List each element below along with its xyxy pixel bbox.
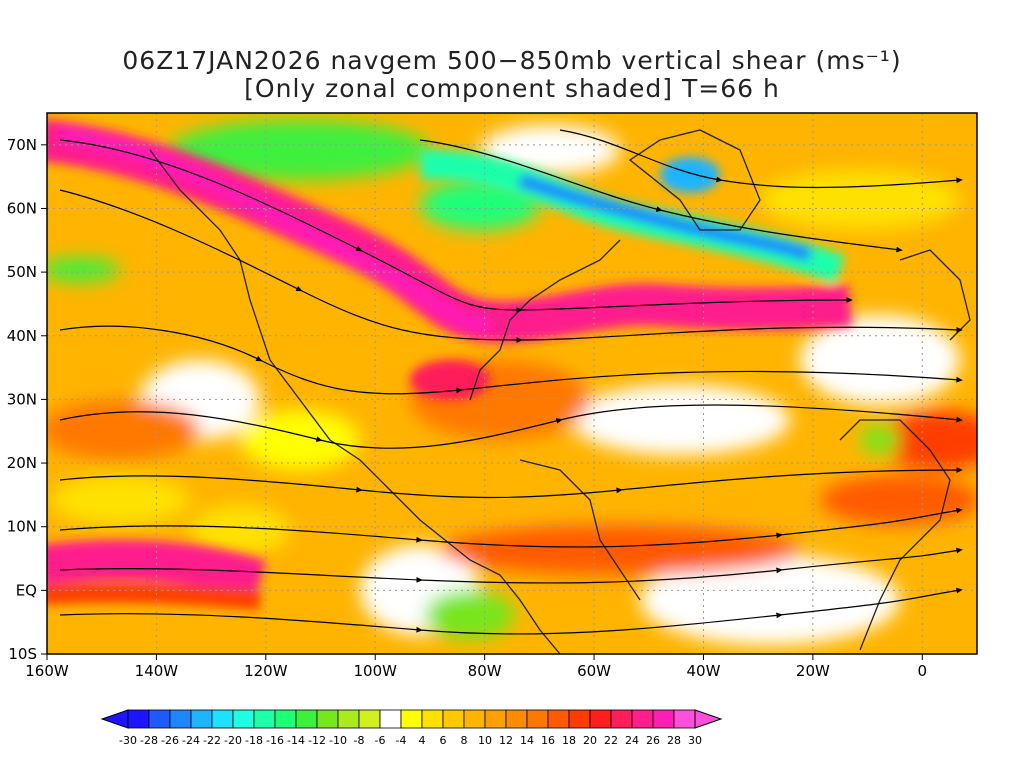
lon-tick-label: 140W [135, 662, 179, 680]
lon-tick-label: 40W [687, 662, 721, 680]
colorbar-label: 26 [646, 734, 660, 747]
colorbar-labels: -30 -28 -26 -24 -22 -20 -18 -16 -14 -12 -10 -8 -6 -4 4… [119, 734, 702, 747]
colorbar-swatch [400, 709, 423, 729]
colorbar-swatch [253, 709, 276, 729]
colorbar-swatch [652, 709, 675, 729]
colorbar-swatch [316, 709, 339, 729]
colorbar-swatch [169, 709, 192, 729]
lon-tick-label: 60W [577, 662, 611, 680]
colorbar-swatch [463, 709, 486, 729]
colorbar-swatch [358, 709, 381, 729]
plot-frame [46, 112, 978, 655]
lon-tick-label: 160W [25, 662, 69, 680]
colorbar-swatch [148, 709, 171, 729]
colorbar-arrow-left [100, 709, 129, 729]
colorbar-label: -14 [287, 734, 305, 747]
colorbar-label: 30 [688, 734, 702, 747]
colorbar-label: -10 [329, 734, 347, 747]
colorbar-label: -26 [161, 734, 179, 747]
colorbar-swatch [127, 709, 150, 729]
colorbar-label: 18 [562, 734, 576, 747]
colorbar-label: -24 [182, 734, 200, 747]
colorbar-label: -12 [308, 734, 326, 747]
colorbar-label: -22 [203, 734, 221, 747]
chart-subtitle: [Only zonal component shaded] T=66 h [244, 74, 780, 103]
colorbar-label: -6 [375, 734, 386, 747]
colorbar [100, 709, 723, 729]
colorbar-label: -16 [266, 734, 284, 747]
colorbar-label: -8 [354, 734, 365, 747]
colorbar-label: -4 [396, 734, 407, 747]
colorbar-label: 24 [625, 734, 639, 747]
lat-tick-label: EQ [16, 581, 37, 599]
latitude-labels: 70N 60N 50N 40N 30N 20N 10N EQ 10S [7, 136, 47, 663]
colorbar-swatch [589, 709, 612, 729]
lon-tick-label: 80W [468, 662, 502, 680]
colorbar-label: -30 [119, 734, 137, 747]
lat-tick-label: 50N [7, 263, 37, 281]
lat-tick-label: 70N [7, 136, 37, 154]
lon-tick-label: 120W [244, 662, 288, 680]
colorbar-swatch [421, 709, 444, 729]
colorbar-swatch [673, 709, 696, 729]
streamlines [59, 129, 963, 635]
colorbar-swatch [295, 709, 318, 729]
colorbar-label: 14 [520, 734, 534, 747]
colorbar-label: 22 [604, 734, 618, 747]
longitude-labels: 160W 140W 120W 100W 80W 60W 40W 20W 0 [25, 654, 927, 680]
lon-tick-label: 0 [918, 662, 928, 680]
lat-tick-label: 10S [8, 645, 37, 663]
colorbar-swatch [505, 709, 528, 729]
colorbar-swatch [610, 709, 633, 729]
colorbar-label: 6 [440, 734, 447, 747]
colorbar-swatch [274, 709, 297, 729]
lat-tick-label: 30N [7, 390, 37, 408]
colorbar-label: 28 [667, 734, 681, 747]
lat-tick-label: 10N [7, 518, 37, 536]
colorbar-label: 10 [478, 734, 492, 747]
colorbar-swatch [190, 709, 213, 729]
colorbar-swatch [631, 709, 654, 729]
colorbar-label: -18 [245, 734, 263, 747]
lon-tick-label: 20W [796, 662, 830, 680]
colorbar-swatch [232, 709, 255, 729]
colorbar-swatch [379, 709, 402, 729]
colorbar-swatch [442, 709, 465, 729]
colorbar-swatch [211, 709, 234, 729]
colorbar-label: -28 [140, 734, 158, 747]
colorbar-label: 4 [419, 734, 426, 747]
colorbar-label: 20 [583, 734, 597, 747]
lat-tick-label: 60N [7, 199, 37, 217]
colorbar-label: 16 [541, 734, 555, 747]
colorbar-swatch [526, 709, 549, 729]
colorbar-swatch [547, 709, 570, 729]
colorbar-arrow-right [694, 709, 723, 729]
colorbar-label: 12 [499, 734, 513, 747]
lat-tick-label: 40N [7, 327, 37, 345]
lat-tick-label: 20N [7, 454, 37, 472]
chart-title: 06Z17JAN2026 navgem 500−850mb vertical s… [122, 46, 902, 75]
colorbar-swatch [484, 709, 507, 729]
lon-tick-label: 100W [354, 662, 398, 680]
colorbar-label: 8 [461, 734, 468, 747]
colorbar-swatch [568, 709, 591, 729]
colorbar-swatch [337, 709, 360, 729]
colorbar-label: -20 [224, 734, 242, 747]
